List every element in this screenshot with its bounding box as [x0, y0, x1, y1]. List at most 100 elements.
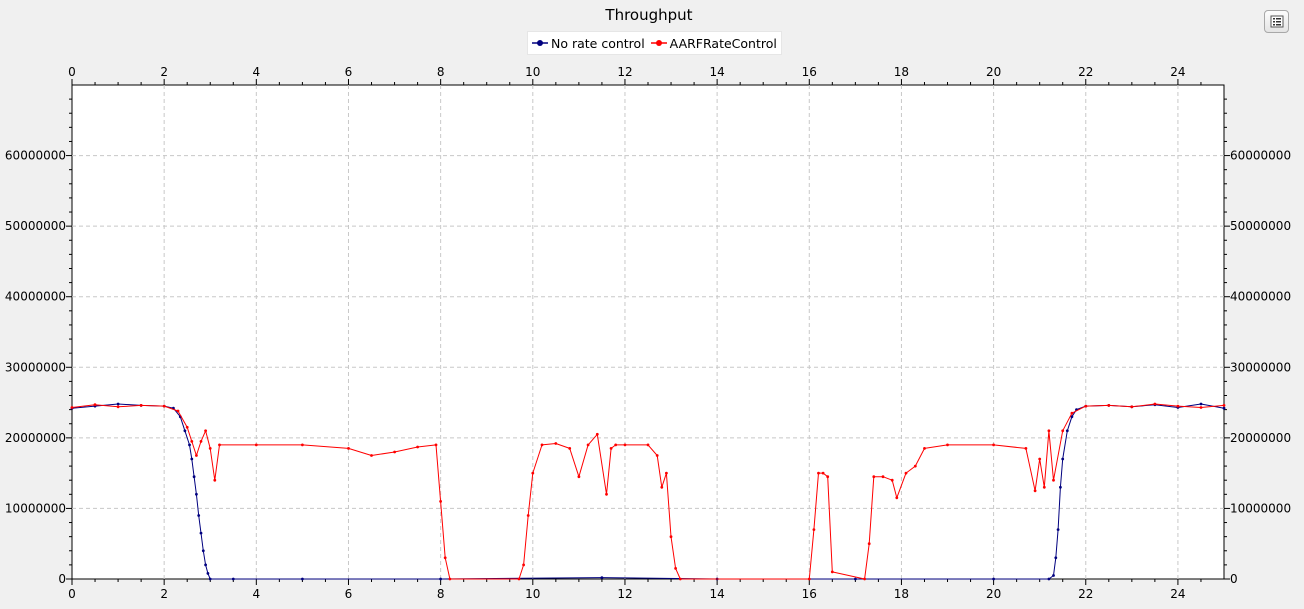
x-tick-label-top: 14 [709, 65, 724, 79]
series-2-point [554, 442, 558, 445]
y-tick-label-left: 50000000 [5, 219, 66, 233]
series-1-point [1070, 415, 1074, 419]
chart-legend: No rate control AARFRateControl [527, 31, 782, 55]
series-2-point [655, 454, 659, 457]
series-1-point [439, 577, 442, 581]
series-2-point [623, 443, 627, 447]
series-1-point [199, 531, 203, 535]
y-tick-label-right: 60000000 [1230, 149, 1291, 163]
legend-marker-series-1 [532, 40, 548, 46]
series-2-point [393, 450, 396, 454]
series-2-point [185, 425, 189, 429]
series-2-point [830, 570, 834, 574]
series-2-point [204, 429, 208, 433]
series-2-point [646, 443, 650, 447]
x-tick-label-bottom: 22 [1078, 587, 1093, 601]
series-2-point [93, 403, 97, 407]
series-2-point [609, 447, 613, 450]
series-2-point [70, 406, 74, 409]
series-2-point [1153, 402, 1157, 406]
series-2-point [162, 404, 166, 408]
series-2-point [517, 577, 521, 581]
series-2-point [660, 485, 664, 489]
plot-area [71, 84, 1225, 580]
x-tick-label-bottom: 14 [709, 587, 724, 601]
y-tick-label-right: 30000000 [1230, 360, 1291, 374]
series-2-point [301, 443, 304, 447]
series-2-point [895, 496, 899, 500]
y-tick-label-left: 60000000 [5, 149, 66, 163]
series-2-point [370, 454, 373, 457]
x-tick-label-top: 18 [894, 65, 909, 79]
series-2-point [116, 405, 120, 409]
series-1-point [201, 549, 205, 553]
x-tick-label-top: 12 [617, 65, 632, 79]
series-1-point [1059, 485, 1062, 489]
series-2-point [439, 500, 442, 503]
series-2-point [190, 440, 194, 443]
series-2-point [195, 454, 198, 457]
series-2-point [863, 577, 866, 581]
chart-menu-button[interactable] [1264, 10, 1289, 33]
series-2-point [826, 475, 830, 479]
series-2-point [254, 443, 258, 447]
legend-item-series-2[interactable]: AARFRateControl [650, 35, 777, 51]
x-tick-label-bottom: 0 [68, 587, 76, 601]
x-tick-label-top: 22 [1078, 65, 1093, 79]
y-tick-label-right: 40000000 [1230, 290, 1291, 304]
y-tick-label-left: 0 [58, 572, 66, 586]
series-2-point [1038, 457, 1042, 461]
x-tick-label-top: 8 [437, 65, 445, 79]
legend-label-series-1: No rate control [551, 35, 645, 51]
y-tick-label-left: 20000000 [5, 431, 66, 445]
series-1-point [600, 576, 604, 579]
x-tick-label-bottom: 20 [986, 587, 1001, 601]
series-2-point [1070, 411, 1074, 415]
series-2-point [992, 443, 995, 447]
series-2-point [176, 409, 180, 413]
series-2-point [867, 542, 871, 546]
y-tick-label-left: 40000000 [5, 290, 66, 304]
series-1-point [1056, 528, 1060, 531]
legend-item-series-1[interactable]: No rate control [532, 36, 645, 51]
series-2-point [674, 567, 677, 570]
series-2-point [817, 471, 820, 475]
x-tick-label-bottom: 8 [437, 587, 445, 601]
x-tick-label-bottom: 16 [802, 587, 817, 601]
series-1-point [183, 429, 187, 433]
y-tick-label-left: 30000000 [5, 360, 66, 374]
x-tick-label-bottom: 6 [345, 587, 353, 601]
y-tick-label-right: 50000000 [1230, 219, 1291, 233]
series-2-point [1033, 489, 1037, 493]
x-tick-label-top: 4 [252, 65, 260, 79]
series-1-point [188, 443, 191, 447]
series-2-point [213, 478, 217, 482]
series-2-point [812, 528, 816, 531]
x-tick-label-bottom: 12 [617, 587, 632, 601]
series-2-point [881, 475, 885, 479]
series-2-point [568, 447, 572, 450]
series-1-point [231, 577, 235, 581]
legend-label-series-2: AARFRateControl [669, 35, 777, 51]
series-2-point [669, 535, 673, 539]
series-1-point [208, 577, 212, 581]
series-2-point [1199, 406, 1203, 409]
x-tick-label-bottom: 10 [525, 587, 540, 601]
y-tick-label-right: 0 [1230, 572, 1238, 586]
series-2-point [218, 443, 221, 447]
series-1-point [1061, 457, 1065, 461]
list-icon [1270, 15, 1283, 28]
x-tick-label-bottom: 18 [894, 587, 909, 601]
series-2-point [1052, 478, 1055, 482]
series-2-point [872, 475, 876, 479]
series-2-point [1084, 404, 1088, 408]
series-1-point [197, 514, 201, 517]
series-2-point [595, 432, 599, 436]
legend-marker-series-2 [650, 40, 667, 46]
series-1-point [195, 492, 198, 496]
series-2-point [416, 445, 419, 449]
series-2-point [904, 471, 908, 475]
x-tick-label-top: 6 [345, 65, 353, 79]
x-tick-label-bottom: 2 [160, 587, 168, 601]
